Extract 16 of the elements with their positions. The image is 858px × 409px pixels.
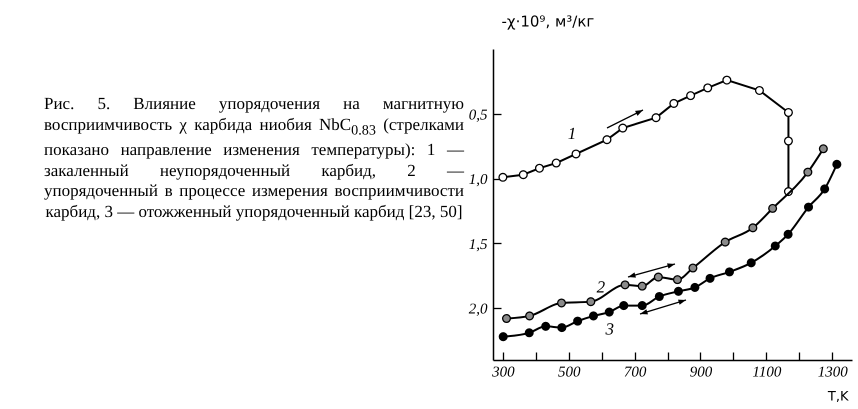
y-tick-label: 1,0	[468, 172, 488, 188]
text: Рис. 5. Влияние упорядочения на магнитную восприимчивость χ карбида ниобия NbC$_{0.83}$ (стрелками показано направление изменения температуры): 1 — закаленный неупорядоченный карбид, 2 — упорядоченный в процессе измерения восприимчивости карбид, 3 — отожженный упорядоченный карбид [23, 50]	[44, 94, 464, 222]
x-tick-label: 900	[690, 364, 713, 380]
x-axis-title: T,K	[826, 390, 849, 404]
series-label: 1	[568, 124, 576, 143]
y-axis-title: -χ·10⁹, м³/кг	[502, 12, 594, 30]
x-tick-label: 300	[491, 364, 516, 380]
series-label: 2	[596, 278, 606, 297]
x-tick-label: 1100	[752, 364, 782, 380]
x-tick-label: 500	[558, 364, 581, 380]
y-tick-label: 2,0	[468, 302, 488, 318]
x-tick-label: 700	[624, 364, 647, 380]
y-tick-label: 0,5	[468, 107, 488, 124]
y-tick-label: 1,5	[468, 236, 488, 253]
x-tick-label: 1300	[818, 364, 848, 380]
series-label: 3	[604, 320, 614, 339]
